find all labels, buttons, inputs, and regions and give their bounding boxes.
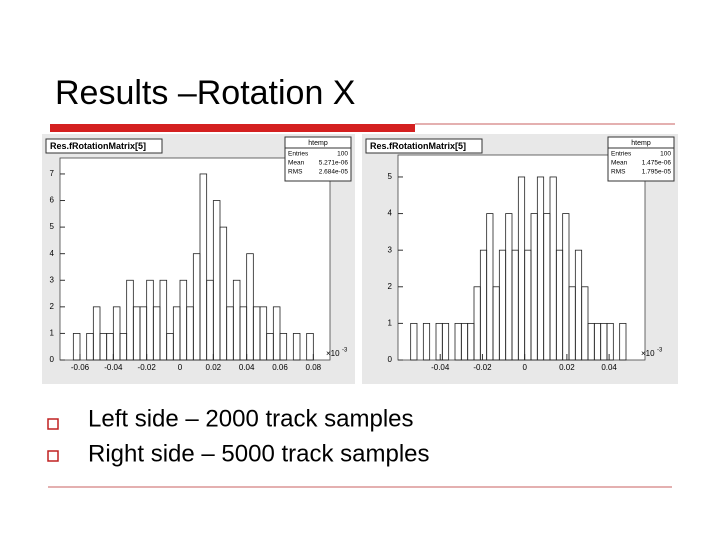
x-exponent: -3	[657, 348, 663, 354]
stats-value: 5.271e-06	[319, 160, 349, 167]
x-tick-label: 0.06	[272, 363, 288, 372]
x-tick-label: -0.04	[431, 363, 450, 372]
stats-label: Entries	[611, 151, 632, 158]
slide-title: Results –Rotation X	[55, 74, 356, 112]
histogram-bar	[441, 322, 450, 361]
x-tick-label: 0.04	[239, 363, 255, 372]
x-tick-label: -0.02	[138, 363, 157, 372]
title-box	[365, 138, 483, 154]
x-exponent: -3	[342, 348, 348, 354]
histogram-bar	[292, 333, 301, 361]
stats-value: 100	[660, 151, 671, 158]
stats-title: htemp	[308, 140, 328, 147]
x-tick-label: 0.02	[206, 363, 222, 372]
stats-label: RMS	[288, 169, 303, 176]
y-tick-label: 2	[50, 302, 55, 311]
y-tick-label: 0	[388, 355, 393, 364]
histogram-bar	[306, 333, 314, 361]
title-box	[45, 138, 163, 154]
histogram-bar	[159, 279, 168, 361]
stats-value: 1.795e-05	[642, 169, 672, 176]
stats-label: Entries	[288, 151, 309, 158]
title-bar	[50, 124, 415, 132]
chart-title: Res.fRotationMatrix[5]	[370, 141, 466, 151]
y-tick-label: 1	[388, 319, 393, 328]
stats-label: Mean	[288, 160, 305, 167]
x-tick-label: 0	[522, 363, 527, 372]
histogram-bar	[199, 173, 208, 361]
y-tick-label: 6	[50, 196, 55, 205]
y-tick-label: 1	[50, 329, 55, 338]
y-tick-label: 2	[388, 282, 393, 291]
histogram-bar	[72, 333, 81, 361]
x-multiplier: ×10	[641, 349, 655, 358]
y-tick-label: 4	[50, 249, 55, 258]
x-tick-label: -0.04	[104, 363, 123, 372]
bullet-marker	[47, 450, 59, 462]
bullet-text: Left side – 2000 track samples	[88, 405, 414, 432]
y-tick-label: 5	[388, 172, 393, 181]
x-tick-label: -0.02	[473, 363, 492, 372]
histogram-bar	[606, 322, 614, 361]
bullet-text: Right side – 5000 track samples	[88, 440, 430, 467]
y-tick-label: 3	[388, 245, 393, 254]
histogram-bar	[619, 322, 627, 361]
bullet-marker	[47, 418, 59, 430]
stats-label: RMS	[611, 169, 626, 176]
stats-value: 2.684e-05	[319, 169, 349, 176]
chart-title: Res.fRotationMatrix[5]	[50, 141, 146, 151]
histogram-bar	[219, 226, 228, 361]
x-tick-label: 0.04	[601, 363, 617, 372]
histogram-bar	[279, 333, 288, 361]
stats-value: 1.475e-06	[642, 160, 672, 167]
stats-value: 100	[337, 151, 348, 158]
histogram-bar	[410, 322, 418, 361]
stats-box	[607, 136, 675, 182]
plot-area	[59, 157, 331, 361]
histogram-bar	[422, 322, 431, 361]
y-tick-label: 4	[388, 209, 393, 218]
x-tick-label: 0.08	[306, 363, 322, 372]
stats-box	[284, 136, 352, 182]
x-multiplier: ×10	[326, 349, 340, 358]
plot-area	[397, 154, 646, 361]
stats-title: htemp	[631, 140, 651, 147]
x-tick-label: 0.02	[559, 363, 575, 372]
x-tick-label: 0	[178, 363, 183, 372]
stats-label: Mean	[611, 160, 628, 167]
y-tick-label: 3	[50, 275, 55, 284]
x-tick-label: -0.06	[71, 363, 90, 372]
y-tick-label: 5	[50, 222, 55, 231]
y-tick-label: 0	[50, 355, 55, 364]
y-tick-label: 7	[50, 169, 55, 178]
